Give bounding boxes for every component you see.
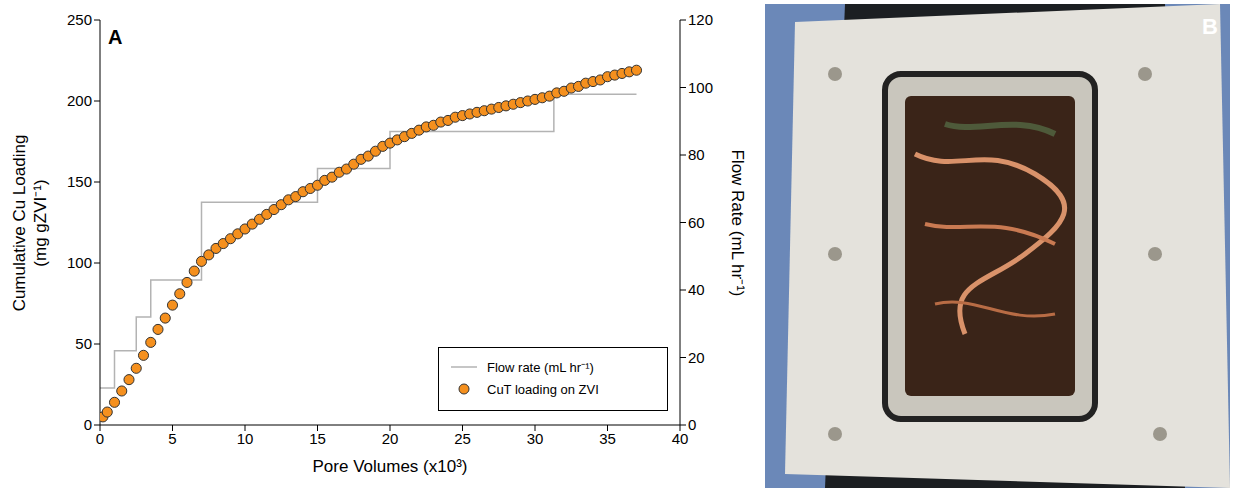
svg-text:0: 0 [96,430,104,447]
html-text:Flow rate (mL hr⁻¹): Flow rate (mL hr⁻¹) [487,360,594,375]
html-text:Flow Rate (mL hr⁻¹): Flow Rate (mL hr⁻¹) [727,149,747,296]
svg-text:80: 80 [688,146,705,163]
svg-text:10: 10 [237,430,254,447]
svg-text:120: 120 [688,11,713,28]
html-text:A: A [108,26,123,48]
svg-text:30: 30 [527,430,544,447]
svg-text:100: 100 [688,79,713,96]
html-text:Pore Volumes (x10³): Pore Volumes (x10³) [312,457,468,476]
svg-text:60: 60 [688,214,705,231]
svg-text:0: 0 [84,416,92,433]
html-text:B: B [1202,14,1218,39]
svg-text:40: 40 [672,430,689,447]
svg-text:25: 25 [454,430,471,447]
html-text:CuT loading on ZVI: CuT loading on ZVI [487,381,599,397]
svg-text:40: 40 [688,281,705,298]
html-text:(mg gZVI⁻¹): (mg gZVI⁻¹) [31,178,50,267]
svg-text:35: 35 [599,430,616,447]
svg-text:150: 150 [67,173,92,190]
svg-text:0: 0 [688,416,696,433]
svg-text:5: 5 [168,430,176,447]
svg-text:50: 50 [75,335,92,352]
svg-text:100: 100 [67,254,92,271]
svg-text:250: 250 [67,11,92,28]
svg-text:20: 20 [688,349,705,366]
svg-text:20: 20 [382,430,399,447]
svg-text:200: 200 [67,92,92,109]
html-text:Cumulative Cu Loading: Cumulative Cu Loading [10,134,29,311]
svg-text:15: 15 [309,430,326,447]
